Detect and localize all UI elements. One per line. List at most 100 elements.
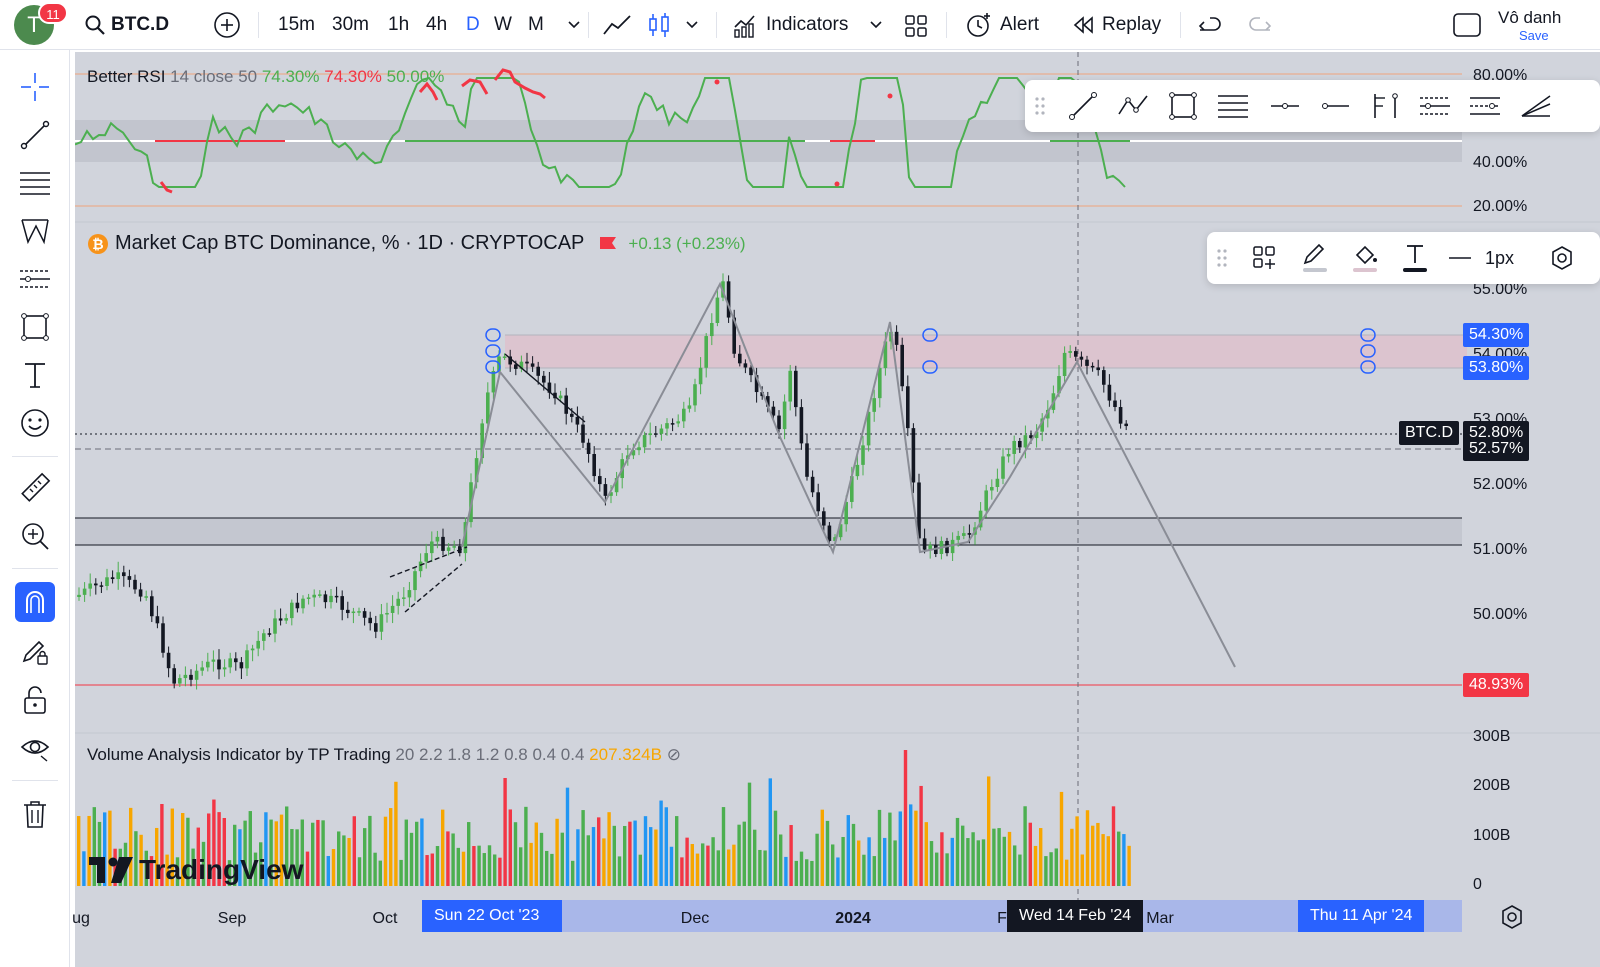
float-horizontal-ray-button[interactable] <box>1265 86 1305 126</box>
layout-name[interactable]: Vô danh <box>1498 8 1562 27</box>
float-parallel-channel-button[interactable] <box>1415 86 1455 126</box>
chart-canvas[interactable] <box>75 52 1600 967</box>
fill-color-button[interactable] <box>1345 238 1385 278</box>
trend-line-tool[interactable] <box>15 115 55 155</box>
rsi-axis-20: 20.00% <box>1473 198 1528 215</box>
zone-top-tag[interactable]: 54.30% <box>1463 323 1530 347</box>
text-tool[interactable] <box>15 355 55 395</box>
template-button[interactable] <box>1245 238 1285 278</box>
float-polyline-button[interactable] <box>1113 86 1153 126</box>
float-trend-line-button[interactable] <box>1063 86 1103 126</box>
drag-handle-icon[interactable] <box>1029 86 1051 126</box>
timeframe-dropdown-button[interactable] <box>566 8 582 42</box>
shapes-tool[interactable] <box>15 307 55 347</box>
volume-axis-200b: 200B <box>1473 777 1511 794</box>
redo-icon <box>1249 17 1272 31</box>
rewind-icon <box>1073 16 1093 34</box>
fib-tool[interactable] <box>15 163 55 203</box>
float-fib-fan-button[interactable] <box>1515 86 1555 126</box>
timeframe-4h[interactable]: 4h <box>426 14 448 35</box>
save-button[interactable]: Save <box>1519 28 1549 43</box>
crosshair-date: Wed 14 Feb '24 <box>1007 900 1144 932</box>
indicators-button[interactable]: Indicators <box>732 8 848 42</box>
chart-settings-button[interactable] <box>1499 904 1525 935</box>
volume-params: 20 2.2 1.8 1.2 0.8 0.4 0.4 <box>395 745 585 764</box>
rsi-params: 14 close 50 <box>170 67 258 86</box>
undo-button[interactable] <box>1196 8 1224 42</box>
rsi-axis-40: 40.00% <box>1473 154 1528 171</box>
volume-value: 207.324B <box>589 745 662 764</box>
float-ray-button[interactable] <box>1315 86 1355 126</box>
drag-handle-icon[interactable] <box>1211 238 1233 278</box>
gear-icon <box>1502 905 1522 929</box>
flag-icon[interactable] <box>598 233 618 255</box>
settings-button[interactable] <box>1542 238 1582 278</box>
pattern-tool[interactable] <box>15 211 55 251</box>
replay-button[interactable]: Replay <box>1072 8 1161 42</box>
rsi-value-green: 74.30% <box>261 67 320 86</box>
range-start-date[interactable]: Sun 22 Oct '23 <box>422 900 552 932</box>
regression-trend-icon <box>1470 97 1500 115</box>
time-label-dec: Dec <box>680 910 710 927</box>
crosshair-tool[interactable] <box>15 67 55 107</box>
float-fib-button[interactable] <box>1213 86 1253 126</box>
trend-line-icon <box>20 120 50 150</box>
emoji-tool[interactable] <box>15 403 55 443</box>
rsi-value-level: 50.00% <box>386 67 445 86</box>
volume-legend[interactable]: Volume Analysis Indicator by TP Trading … <box>87 745 681 765</box>
price-axis-55: 55.00% <box>1473 281 1528 298</box>
candlestick-icon <box>649 13 669 37</box>
timeframe-d[interactable]: D <box>466 14 480 35</box>
float-pitchfork-button[interactable] <box>1365 86 1405 126</box>
chart-type-line-button[interactable] <box>602 8 634 42</box>
rsi-axis-80: 80.00% <box>1473 67 1528 84</box>
forecast-tool[interactable] <box>15 259 55 299</box>
ruler-tool[interactable] <box>15 468 55 508</box>
main-title: Market Cap BTC Dominance, % · 1D · CRYPT… <box>115 232 585 254</box>
indicators-dropdown-button[interactable] <box>868 8 884 42</box>
magnet-tool[interactable] <box>15 582 55 622</box>
time-label-mar: Mar <box>1146 910 1174 927</box>
rsi-pane <box>75 68 1462 207</box>
fullscreen-button[interactable] <box>1452 8 1482 42</box>
float-regression-button[interactable] <box>1465 86 1505 126</box>
hide-indicator-icon[interactable]: ⊘ <box>666 745 681 764</box>
alert-button[interactable]: Alert <box>964 8 1039 42</box>
alarm-clock-icon <box>967 13 990 37</box>
text-color-button[interactable] <box>1395 238 1435 278</box>
grid-layout-icon <box>905 15 927 37</box>
timeframe-m[interactable]: M <box>528 14 544 35</box>
tradingview-watermark: TradingView <box>89 852 303 888</box>
chart-type-candles-button[interactable] <box>646 8 672 42</box>
price-axis-52: 52.00% <box>1473 476 1528 493</box>
rsi-legend[interactable]: Better RSI 14 close 50 74.30% 74.30% 50.… <box>87 67 444 87</box>
timeframe-w[interactable]: W <box>494 14 512 35</box>
zoom-tool[interactable] <box>15 516 55 556</box>
line-color-button[interactable] <box>1295 238 1335 278</box>
chart-area[interactable]: Better RSI 14 close 50 74.30% 74.30% 50.… <box>72 52 1600 967</box>
timeframe-15m[interactable]: 15m <box>278 14 315 35</box>
layouts-button[interactable] <box>902 8 930 42</box>
line-width-button[interactable]: 1px <box>1447 238 1537 278</box>
timeframe-1h[interactable]: 1h <box>388 14 410 35</box>
timeframe-30m[interactable]: 30m <box>332 14 369 35</box>
main-legend[interactable]: ₿ Market Cap BTC Dominance, % · 1D · CRY… <box>87 232 746 255</box>
zone-bottom-tag[interactable]: 53.80% <box>1463 356 1530 380</box>
lock-drawings-tool[interactable] <box>15 680 55 720</box>
unlock-icon <box>24 686 46 714</box>
hide-drawings-tool[interactable] <box>15 728 55 768</box>
remove-drawings-tool[interactable] <box>15 794 55 834</box>
tradingview-logo-icon <box>89 857 133 883</box>
compare-symbol-button[interactable] <box>212 8 242 42</box>
chart-type-dropdown-button[interactable] <box>684 8 700 42</box>
redo-button[interactable] <box>1246 8 1274 42</box>
time-label-oct: Oct <box>372 910 398 927</box>
stay-in-drawing-mode-tool[interactable] <box>15 632 55 672</box>
float-rectangle-button[interactable] <box>1163 86 1203 126</box>
range-end-date[interactable]: Thu 11 Apr '24 <box>1298 900 1425 932</box>
volume-name: Volume Analysis Indicator by TP Trading <box>87 745 391 764</box>
window-square-icon <box>1453 13 1481 37</box>
symbol-search-button[interactable]: BTC.D <box>84 8 169 42</box>
fib-fan-icon <box>1521 95 1551 117</box>
